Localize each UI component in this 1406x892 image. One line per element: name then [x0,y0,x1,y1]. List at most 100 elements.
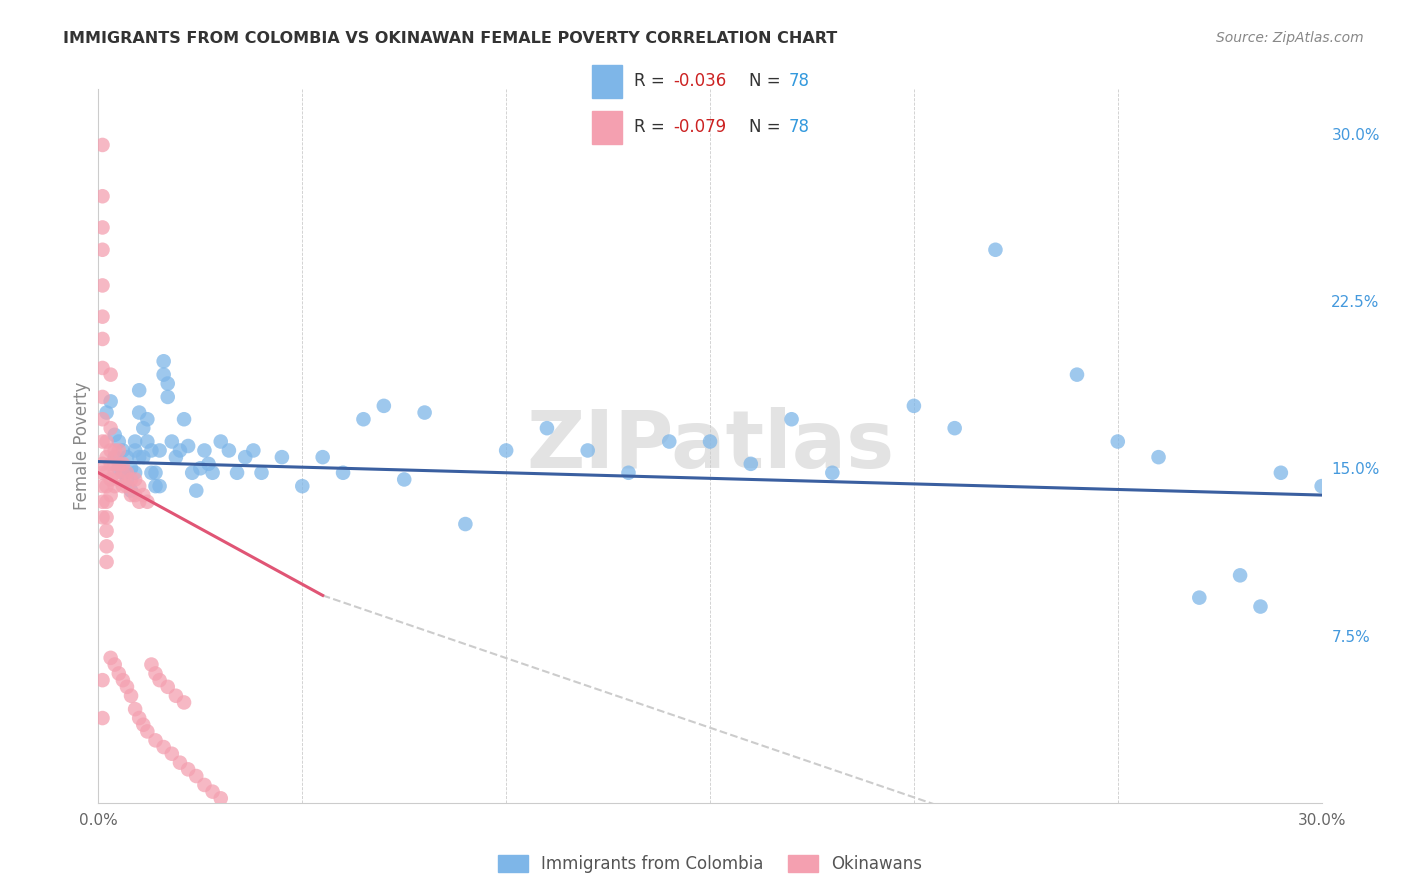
Point [96,466,118,480]
Point [160,747,183,761]
Point [352,412,374,426]
Point [100,443,122,458]
Point [108,443,131,458]
Point [100,421,122,435]
Point [136,724,159,739]
Point [96,450,118,465]
Point [91,457,114,471]
Text: 78: 78 [789,119,810,136]
Point [903,399,925,413]
Point [91,412,114,426]
Point [100,473,122,487]
Point [201,466,224,480]
Point [111,466,134,480]
Point [1270,466,1292,480]
Point [100,651,122,665]
Point [617,466,640,480]
Point [156,390,179,404]
Point [186,483,208,498]
Point [91,220,114,235]
Point [136,494,159,508]
Point [193,443,215,458]
Point [124,702,146,716]
Point [108,461,131,475]
Point [149,479,172,493]
Point [984,243,1007,257]
Point [1147,450,1170,465]
Point [312,450,335,465]
Point [108,457,131,471]
Point [120,488,142,502]
Point [201,785,224,799]
Point [413,405,436,420]
Point [332,466,354,480]
Point [91,434,114,449]
Point [943,421,966,435]
Point [111,479,134,493]
Point [193,778,215,792]
Point [136,412,159,426]
Point [145,479,167,493]
Point [120,461,142,475]
Point [152,354,174,368]
Point [96,524,118,538]
Point [91,390,114,404]
Point [91,494,114,508]
Point [96,434,118,449]
Point [173,412,195,426]
Point [152,368,174,382]
Y-axis label: Female Poverty: Female Poverty [73,382,91,510]
Point [120,483,142,498]
Point [1066,368,1088,382]
Point [156,680,179,694]
Point [169,756,191,770]
Point [91,711,114,725]
Point [156,376,179,391]
Point [115,473,138,487]
Point [132,488,155,502]
Point [91,278,114,293]
Point [91,360,114,375]
Text: IMMIGRANTS FROM COLOMBIA VS OKINAWAN FEMALE POVERTY CORRELATION CHART: IMMIGRANTS FROM COLOMBIA VS OKINAWAN FEM… [63,31,838,46]
Point [145,466,167,480]
Point [177,762,200,776]
Text: N =: N = [749,72,786,90]
Point [132,717,155,731]
Point [100,457,122,471]
Point [91,243,114,257]
Bar [592,111,621,144]
Point [91,673,114,687]
Text: Source: ZipAtlas.com: Source: ZipAtlas.com [1216,31,1364,45]
Point [104,427,127,442]
Point [91,479,114,493]
Point [128,711,150,725]
Point [120,473,142,487]
Point [104,457,127,471]
Point [128,384,150,398]
Point [104,466,127,480]
Point [177,439,200,453]
Point [1310,479,1333,493]
Point [115,479,138,493]
Point [373,399,395,413]
Point [152,740,174,755]
Point [108,666,131,681]
Point [104,450,127,465]
Point [160,434,183,449]
Point [132,450,155,465]
Point [1188,591,1211,605]
Point [1107,434,1129,449]
Point [658,434,681,449]
Point [188,461,212,475]
Text: R =: R = [634,119,669,136]
Point [124,473,146,487]
Point [165,689,187,703]
Point [104,657,127,672]
Point [1249,599,1271,614]
Point [124,443,146,458]
Point [141,657,163,672]
Point [132,421,155,435]
Point [821,466,844,480]
Point [576,443,599,458]
Point [104,479,127,493]
